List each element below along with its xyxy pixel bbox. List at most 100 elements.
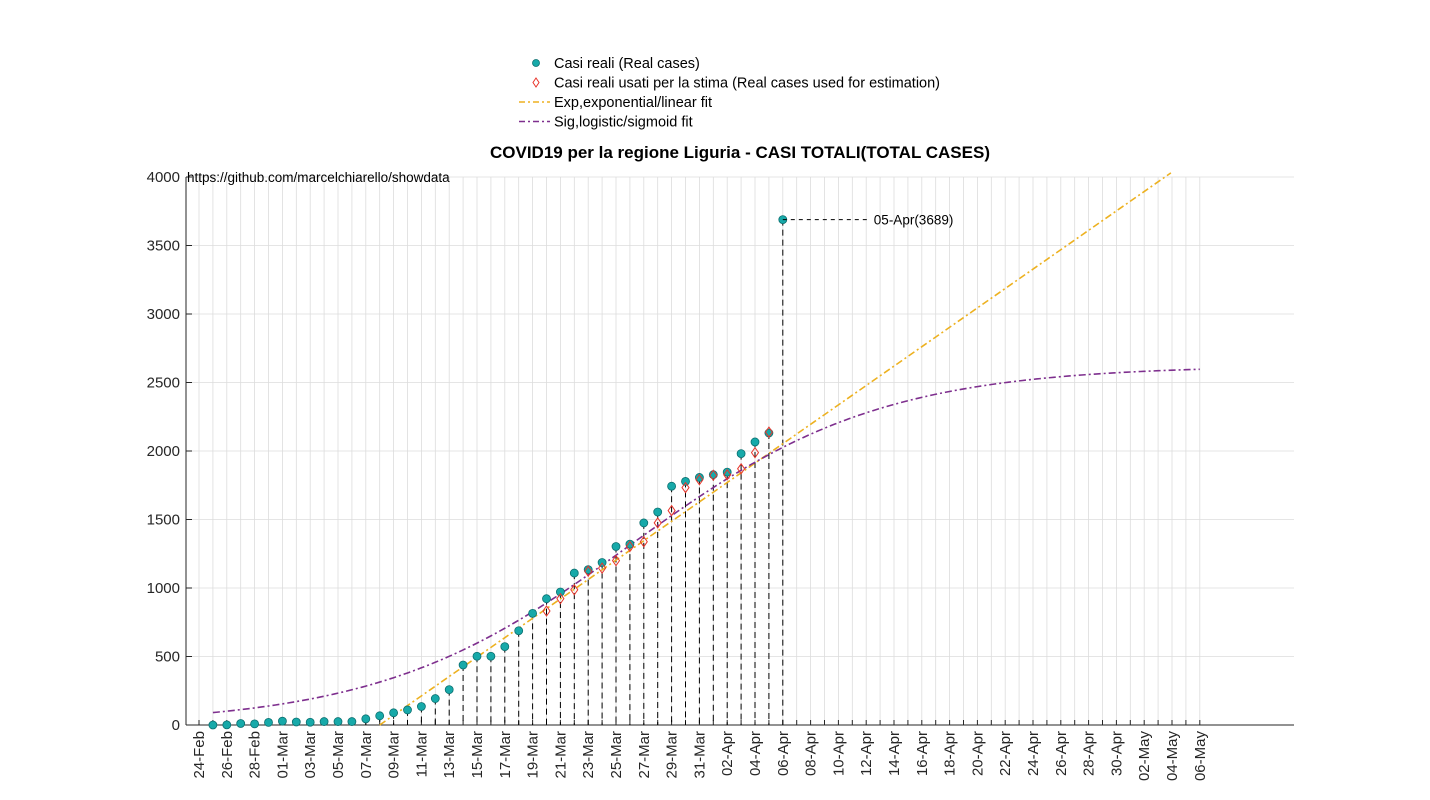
real-case-point [444,685,454,695]
x-tick-label: 14-Apr [886,731,903,776]
estimation-case-point [667,504,676,517]
real-case-point [611,542,621,551]
fit-lines [212,172,1200,726]
x-tick-label: 02-Apr [719,731,736,776]
y-tick-label: 1000 [147,580,180,597]
real-case-point [681,477,690,486]
legend-entry: Casi reali (Real cases) [532,56,700,72]
x-tick-label: 15-Mar [469,731,486,779]
x-tick-label: 02-May [1136,731,1153,782]
real-case-point [653,507,663,517]
axes: 0 500 1000 1500 2000 2500 3000 3500 4000 24-Feb 26… [147,169,1294,781]
grid [186,176,1294,726]
real-case-point [222,720,232,730]
x-tick-label: 28-Apr [1081,731,1098,776]
estimation-case-point [611,554,621,567]
estimation-case-point [597,562,607,575]
x-tick-label: 04-Apr [747,731,764,776]
x-tick-label: 07-Mar [358,731,375,779]
real-case-point [500,642,510,652]
markers [208,215,788,730]
legend-diamond-icon [532,77,540,88]
estimation-case-point [556,592,565,605]
source-annotation: https://github.com/marcelchiarello/showd… [187,170,450,185]
estimation-case-point [723,468,732,481]
real-case-point [667,481,676,491]
real-case-point [472,651,482,661]
x-tick-label: 24-Feb [191,731,208,779]
x-tick-label: 01-Mar [274,731,291,779]
x-tick-label: 09-Mar [386,731,403,779]
x-tick-label: 29-Mar [664,731,681,779]
estimation-case-point [653,517,662,529]
sig-fit-line [212,368,1200,714]
x-tick-label: 26-Apr [1053,731,1070,776]
x-tick-label: 21-Mar [552,731,569,779]
x-tick-label: 10-Apr [830,731,847,776]
real-case-point [250,719,260,729]
real-case-point [556,587,565,597]
real-case-point [277,716,287,726]
real-case-point [333,717,343,726]
x-tick-label: 16-Apr [914,731,931,776]
legend: Casi reali (Real cases) Casi reali usati … [519,56,940,131]
real-case-point [542,594,551,604]
real-case-point [291,717,301,727]
legend-entry: Casi reali usati per la stima (Real case… [532,76,940,92]
x-tick-label: 13-Mar [441,731,458,779]
real-case-point [319,717,329,726]
x-tick-label: 04-May [1164,731,1181,782]
estimation-case-point [709,469,718,482]
x-tick-label: 24-Apr [1025,731,1042,776]
estimation-case-point [639,535,648,548]
real-case-point [375,711,385,721]
y-tick-label: 4000 [147,169,180,186]
x-tick-label: 08-Apr [803,731,820,776]
y-tick-label: 2500 [147,375,180,392]
real-case-point [514,626,524,636]
x-tick-label: 27-Mar [636,731,653,779]
x-tick-label: 23-Mar [580,731,597,779]
y-tick-label: 500 [155,649,180,666]
y-tick-label: 2000 [147,443,180,460]
x-tick-label: 06-May [1192,731,1209,782]
real-case-point [639,518,649,528]
highlight: 05-Apr(3689) [782,213,953,228]
real-case-point [208,720,218,730]
estimation-case-point [584,565,593,578]
real-case-point [695,473,704,482]
estimation-case-point [625,540,635,553]
legend-label: Casi reali (Real cases) [554,56,700,72]
x-tick-label: 12-Apr [858,731,875,776]
x-tick-label: 17-Mar [497,731,514,779]
x-tick-label: 30-Apr [1108,731,1125,776]
estimation-case-point [736,462,746,475]
x-tick-label: 31-Mar [691,731,708,779]
x-tick-label: 19-Mar [525,731,542,779]
y-tick-label: 0 [172,717,180,734]
estimation-case-point [764,426,774,438]
legend-label: Casi reali usati per la stima (Real case… [554,76,940,92]
x-tick-label: 06-Apr [775,731,792,776]
x-tick-label: 20-Apr [969,731,986,776]
x-tick-label: 18-Apr [942,731,959,776]
estimation-case-point [542,605,551,617]
legend-label: Sig,logistic/sigmoid fit [554,115,693,131]
real-case-point [486,651,496,661]
real-case-point [361,714,371,724]
real-case-point [347,717,357,726]
real-case-point [458,660,468,670]
real-case-point [389,708,399,718]
real-case-point [416,702,426,711]
real-case-point [736,449,746,459]
chart-title: COVID19 per la regione Liguria - CASI TO… [490,143,990,162]
real-case-point [430,694,440,703]
estimation-case-point [570,583,579,596]
estimation-case-point [695,473,704,486]
x-tick-label: 25-Mar [608,731,625,779]
x-tick-label: 03-Mar [302,731,319,779]
y-tick-label: 3000 [147,306,180,323]
real-case-point [750,437,760,447]
exp-fit-line [379,172,1172,726]
